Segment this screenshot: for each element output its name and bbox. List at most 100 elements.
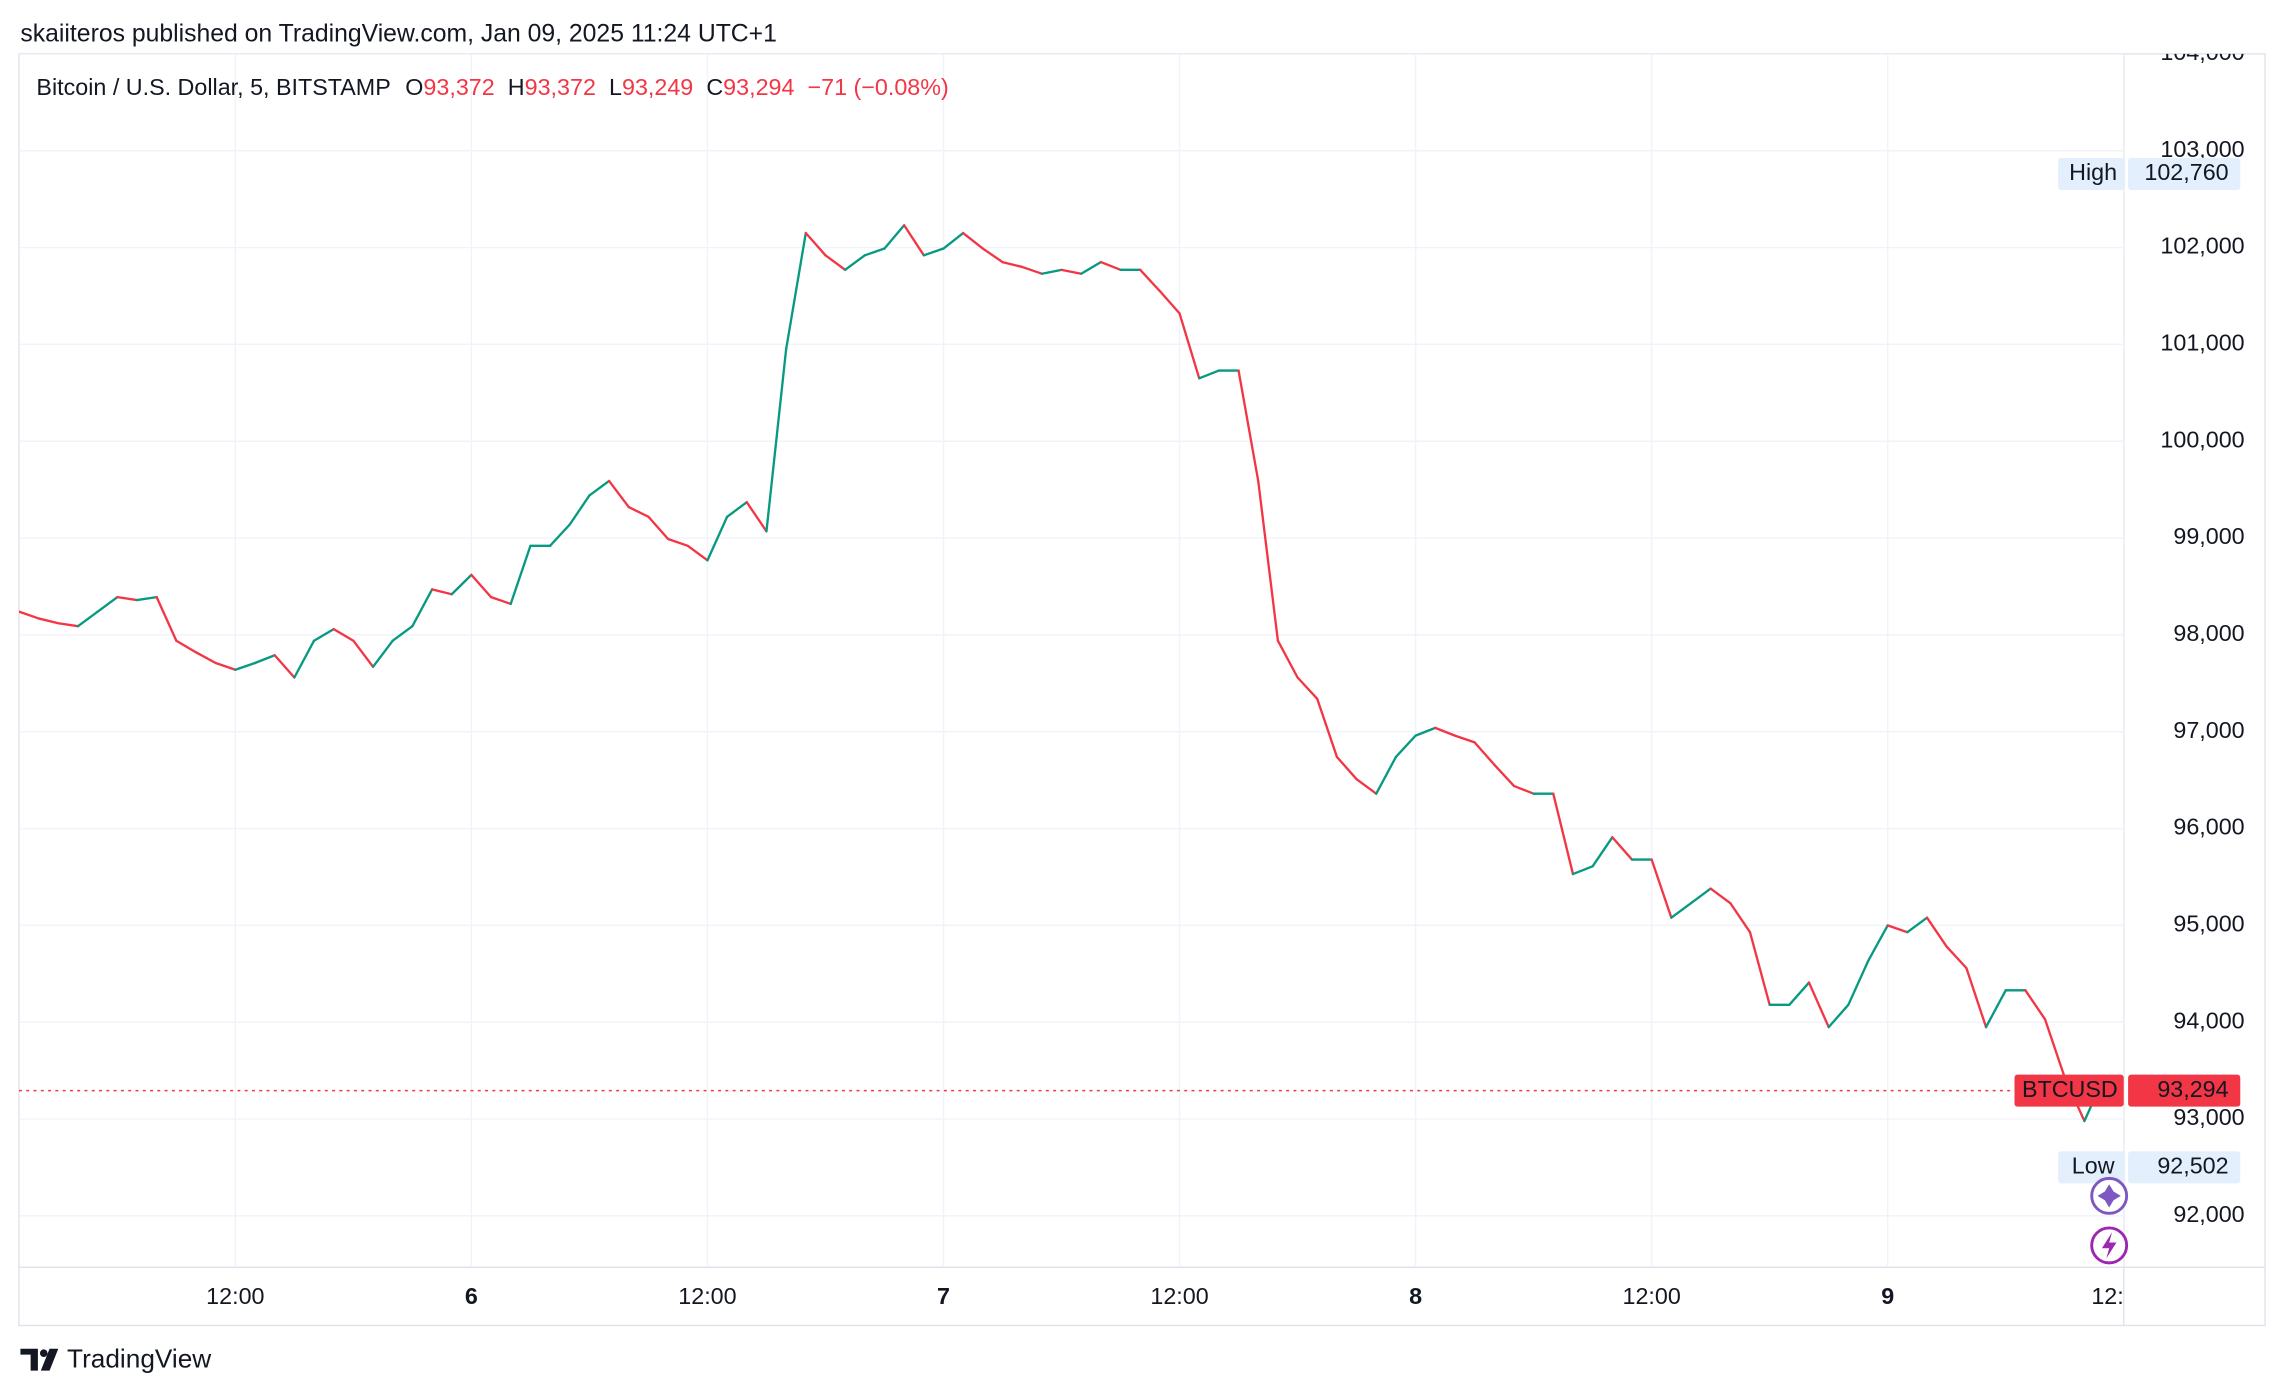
price-segment	[745, 501, 768, 533]
price-segment	[1296, 676, 1319, 700]
price-segment	[1493, 763, 1516, 788]
price-segment	[411, 588, 434, 628]
price-segment	[175, 639, 198, 654]
price-segment	[548, 523, 571, 547]
price-segment	[2024, 989, 2047, 1021]
price-segment	[686, 544, 709, 562]
price-segment	[1925, 916, 1948, 948]
icon-glyph	[2101, 1232, 2117, 1259]
price-segment	[37, 617, 60, 625]
y-tick-label: 93,000	[2173, 1104, 2244, 1130]
brand-name: TradingView	[67, 1343, 211, 1373]
y-tick-label: 104,000	[2160, 39, 2244, 65]
price-segment	[1906, 916, 1929, 934]
y-tick-label: 96,000	[2173, 814, 2244, 840]
price-segment	[489, 595, 512, 606]
y-tick-label: 99,000	[2173, 523, 2244, 549]
symbol-name: Bitcoin / U.S. Dollar, 5, BITSTAMP	[36, 74, 390, 100]
x-tick-label: 12:00	[206, 1283, 264, 1309]
price-segment	[273, 654, 296, 679]
price-segment	[784, 231, 807, 351]
price-segment	[116, 595, 139, 602]
price-segment	[1650, 858, 1673, 919]
y-tick-label: 102,000	[2160, 233, 2244, 259]
ohlc-value: 93,372	[525, 74, 596, 100]
y-tick-label: 101,000	[2160, 330, 2244, 356]
price-segment	[725, 501, 748, 518]
y-tick-label: 98,000	[2173, 620, 2244, 646]
price-segment	[371, 639, 394, 669]
price-segment	[1788, 981, 1811, 1006]
x-tick-label: 7	[937, 1283, 950, 1309]
symbol-legend: Bitcoin / U.S. Dollar, 5, BITSTAMP O93,37…	[36, 74, 948, 100]
price-segment	[863, 247, 886, 257]
price-segment	[1945, 945, 1968, 970]
price-segment	[57, 622, 80, 628]
price-segment	[1178, 312, 1201, 380]
price-name: High	[2069, 159, 2117, 185]
price-segment	[1355, 778, 1378, 795]
price-segment	[883, 224, 906, 250]
y-tick-label: 92,000	[2173, 1201, 2244, 1227]
price-name-box	[2014, 1074, 2124, 1107]
price-segment	[1257, 479, 1280, 642]
price-box	[2128, 1151, 2241, 1184]
price-segment	[1748, 931, 1771, 1006]
x-tick-label: 12:00	[1150, 1283, 1208, 1309]
price-segment	[647, 515, 670, 541]
price-value: 93,294	[2157, 1076, 2228, 1102]
price-segment	[450, 573, 473, 596]
price-segment	[312, 627, 335, 642]
y-tick-label: 103,000	[2160, 136, 2244, 162]
price-segment	[627, 505, 650, 518]
price-segment	[391, 625, 414, 642]
price-name-box	[2058, 157, 2126, 190]
price-segment	[1965, 966, 1988, 1029]
price-box	[2128, 1074, 2241, 1107]
ohlc-value: 93,249	[622, 74, 693, 100]
side-icons	[2090, 1176, 2129, 1265]
price-segment	[1394, 734, 1417, 759]
price-segment	[253, 654, 276, 665]
price-markers: High 102,760 BTCUSD 93,294 Low 92,502	[2014, 157, 2241, 1184]
y-tick-label: 97,000	[2173, 717, 2244, 743]
grid	[18, 53, 2124, 1268]
price-segment	[18, 610, 40, 620]
price-segment	[1886, 924, 1909, 934]
price-segment	[1434, 726, 1457, 737]
price-name: Low	[2072, 1152, 2115, 1178]
ohlc-key: L	[609, 74, 622, 100]
price-segment	[1807, 981, 1830, 1029]
price-segment	[1099, 260, 1122, 272]
price-segment	[1040, 268, 1063, 275]
price-segment	[902, 224, 925, 257]
price-segment	[470, 573, 493, 599]
price-segment	[1984, 989, 2007, 1029]
price-segment	[1001, 260, 1024, 269]
price-segment	[1237, 369, 1260, 483]
ohlc-key: C	[706, 74, 723, 100]
series	[18, 224, 2106, 1123]
price-segment	[824, 254, 847, 272]
price-segment	[1827, 1003, 1850, 1029]
price-segment	[1080, 260, 1103, 275]
price-segment	[1276, 639, 1299, 679]
price-segment	[234, 661, 257, 671]
x-tick-label: 12:	[2091, 1283, 2123, 1309]
price-segment	[1552, 792, 1575, 876]
price-segment	[1414, 726, 1437, 737]
price-segment	[1847, 960, 1870, 1006]
price-segment	[1316, 697, 1339, 759]
price-segment	[607, 479, 630, 509]
y-tick-label: 100,000	[2160, 426, 2244, 452]
price-segment	[1611, 836, 1634, 861]
ohlc-key: H	[508, 74, 525, 100]
price-segment	[981, 247, 1004, 264]
price-segment	[1335, 755, 1358, 781]
price-segment	[804, 231, 827, 257]
x-tick-label: 12:00	[1622, 1283, 1680, 1309]
price-segment	[1709, 887, 1732, 905]
price-segment	[843, 254, 866, 272]
ohlc-value: 93,372	[423, 74, 494, 100]
